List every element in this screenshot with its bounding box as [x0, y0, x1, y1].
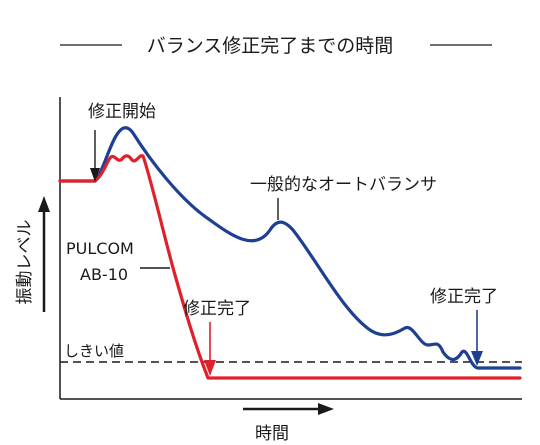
annotation-general: 一般的なオートバランサ: [250, 175, 437, 195]
series-pulcom-line: [58, 154, 522, 380]
series-general-line: [58, 126, 522, 370]
annotation-pulcom-done: 修正完了: [183, 299, 251, 319]
x-arrow-head: [318, 403, 334, 415]
x-axis-label: 時間: [255, 424, 289, 444]
y-axis-label: 振動レベル: [15, 220, 35, 305]
annotation-correction-start: 修正開始: [88, 102, 156, 122]
correction-start-arrow-head: [90, 168, 100, 182]
annotation-general-done: 修正完了: [430, 287, 498, 307]
annotation-pulcom-line1: PULCOM: [66, 239, 134, 258]
chart-title: バランス修正完了までの時間: [147, 35, 394, 57]
y-arrow-head: [38, 196, 50, 212]
pulcom-done-arrow-head: [204, 360, 216, 376]
threshold-label: しきい値: [64, 342, 124, 360]
annotation-pulcom-line2: AB-10: [80, 265, 128, 284]
general-done-arrow-head: [471, 351, 483, 366]
